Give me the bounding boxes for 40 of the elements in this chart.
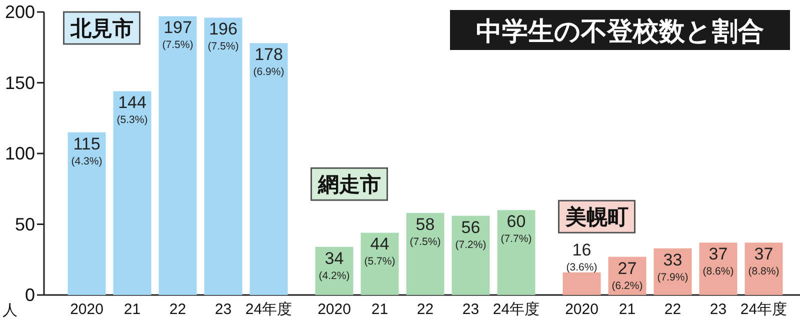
x-tick-label: 24年度 [740,301,788,318]
y-tick-label: 0 [24,285,35,305]
x-tick-label: 23 [710,301,727,318]
y-tick-label: 100 [4,144,35,164]
x-tick-label: 22 [169,301,186,318]
data-label: 16 (3.6%) [566,240,598,274]
data-label: 58 (7.5%) [410,214,441,248]
data-label: 60 (7.7%) [500,212,532,246]
series-label: 美幌町 [564,205,628,230]
series-label: 北見市 [69,16,134,40]
data-label: 196 (7.5%) [208,20,239,53]
data-label: 34 (4.2%) [318,248,350,282]
x-tick-label: 2020 [565,301,598,318]
x-tick-label: 23 [214,301,232,318]
data-label: 144 (5.3%) [116,93,148,126]
data-label: 37 (8.8%) [748,244,780,278]
data-label: 44 (5.7%) [364,234,396,268]
data-label: 178 (6.9%) [253,45,284,78]
x-tick-label: 2020 [318,301,351,318]
data-label: 56 (7.2%) [455,218,486,251]
y-tick-label: 50 [14,214,35,234]
x-tick-label: 21 [124,301,141,318]
x-tick-label: 22 [416,301,434,318]
x-tick-label: 23 [462,301,480,318]
data-label: 37 (8.6%) [702,244,734,278]
x-tick-label: 24年度 [492,301,540,318]
y-tick-label: 150 [4,72,35,93]
x-tick-label: 24年度 [245,301,292,318]
x-tick-label: 21 [371,301,388,318]
data-label: 115 (4.3%) [71,134,102,168]
x-tick-label: 22 [664,301,682,318]
x-tick-label: 21 [618,301,636,318]
x-tick-label: 2020 [70,301,104,318]
data-label: 27 (6.2%) [612,258,643,292]
chart-title: 中学生の不登校数と割合 [476,16,764,46]
data-label: 197 (7.5%) [162,18,194,52]
y-tick-label: 200 [4,2,35,22]
series-label: 網走市 [316,172,381,197]
y-axis-title: 人 [2,302,18,319]
data-label: 33 (7.9%) [657,250,688,284]
